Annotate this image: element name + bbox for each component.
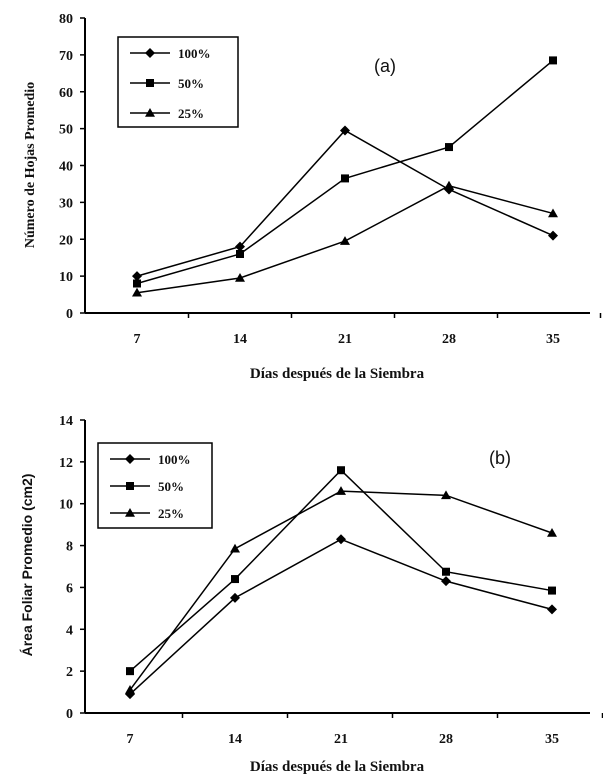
data-point-25pct	[444, 180, 454, 190]
panel-label-a: (a)	[374, 56, 396, 76]
y-tick-label: 20	[59, 233, 73, 248]
data-point-25pct	[125, 684, 135, 694]
legend-label: 100%	[158, 452, 191, 467]
data-point-100pct	[548, 230, 558, 241]
y-tick-label: 0	[66, 307, 73, 322]
legend-b: 100% 50% 25%	[97, 442, 213, 529]
data-point-50pct	[341, 174, 349, 183]
data-point-50pct	[126, 667, 134, 676]
chart-b: 0 2 4 6 8 10 12 14 7 14 21 28 35 (b) Días después d…	[19, 414, 603, 775]
y-tick-label: 2	[66, 665, 73, 680]
legend-label: 25%	[158, 506, 184, 521]
data-point-50pct	[548, 586, 556, 595]
y-tick-label: 0	[66, 707, 73, 722]
y-tick-label: 40	[59, 160, 73, 175]
legend-marker	[145, 108, 155, 117]
x-tick-label: 21	[334, 732, 348, 747]
series-line-100pct	[136, 129, 554, 277]
x-tick-label: 14	[233, 332, 247, 347]
legend-marker	[145, 48, 155, 58]
data-point-25pct	[441, 490, 451, 500]
y-tick-label: 60	[59, 86, 73, 101]
data-point-25pct	[336, 486, 346, 495]
data-point-50pct	[445, 143, 453, 152]
x-tick-label: 14	[228, 732, 242, 747]
legend-marker	[125, 508, 135, 517]
data-point-100pct	[235, 241, 245, 252]
data-point-100pct	[230, 592, 240, 603]
data-point-100pct	[340, 125, 350, 136]
data-point-50pct	[231, 575, 239, 584]
legend-marker	[146, 79, 154, 87]
legend-label: 25%	[178, 106, 204, 121]
y-tick-label: 50	[59, 123, 73, 138]
legend-marker	[125, 454, 135, 464]
y-tick-label: 10	[59, 498, 73, 513]
y-tick-label: 10	[59, 270, 73, 285]
x-tick-label: 28	[439, 732, 453, 747]
x-tick-label: 28	[442, 332, 456, 347]
legend-a: 100% 50% 25%	[117, 36, 239, 128]
y-tick-label: 70	[59, 49, 73, 64]
y-axis-label-b: Área Foliar Promedio (cm2)	[19, 474, 35, 657]
data-point-50pct	[236, 250, 244, 258]
y-axis-label-a: Número de Hojas Promedio	[23, 82, 38, 248]
y-tick-label: 14	[59, 414, 73, 429]
data-point-50pct	[337, 466, 345, 475]
x-axis-label-b: Días después de la Siembra	[250, 759, 425, 775]
legend-label: 50%	[158, 479, 184, 494]
x-tick-label: 35	[546, 332, 560, 347]
legend-marker	[126, 482, 134, 490]
data-point-100pct	[441, 576, 451, 587]
legend-label: 50%	[178, 76, 204, 91]
x-axis-label-a: Días después de la Siembra	[250, 366, 425, 382]
x-tick-label: 7	[127, 732, 134, 747]
legend-box-a	[117, 36, 239, 128]
chart-a: 0 10 20 30 40 50 60 70 80 7 14 21 28 35 (a) Días des…	[23, 12, 602, 382]
data-point-100pct	[132, 271, 142, 282]
y-tick-label: 12	[59, 456, 73, 471]
data-point-25pct	[340, 236, 350, 245]
series-line-100pct	[129, 538, 553, 695]
data-point-50pct	[133, 279, 141, 288]
data-point-100pct	[336, 534, 346, 545]
data-point-25pct	[230, 543, 240, 553]
data-point-100pct	[547, 604, 557, 615]
data-point-25pct	[548, 208, 558, 218]
y-tick-label: 6	[66, 581, 73, 596]
x-tick-label: 21	[338, 332, 352, 347]
data-point-25pct	[132, 287, 142, 297]
x-tick-label: 35	[545, 732, 559, 747]
data-point-50pct	[549, 56, 557, 65]
data-point-25pct	[235, 272, 245, 282]
panel-label-b: (b)	[489, 448, 511, 468]
data-point-25pct	[547, 528, 557, 537]
y-tick-label: 4	[66, 623, 73, 638]
x-tick-label: 7	[134, 332, 141, 347]
legend-label: 100%	[178, 46, 211, 61]
y-tick-label: 80	[59, 12, 73, 27]
data-point-50pct	[442, 567, 450, 576]
y-tick-label: 30	[59, 196, 73, 211]
y-tick-label: 8	[66, 540, 73, 555]
